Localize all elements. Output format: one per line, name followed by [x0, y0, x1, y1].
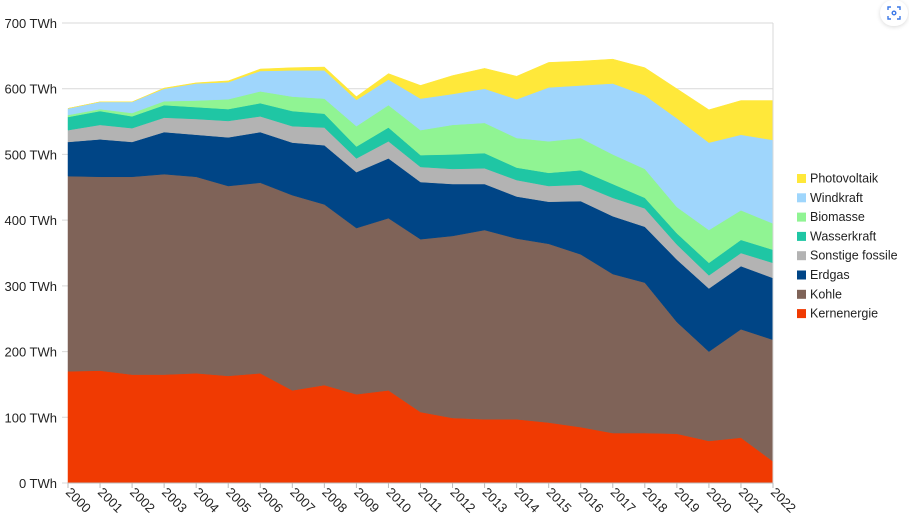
x-tick-label: 2014	[512, 485, 543, 516]
legend-label: Wasserkraft	[810, 229, 877, 243]
x-tick-label: 2004	[191, 485, 222, 516]
x-tick-label: 2009	[351, 485, 382, 516]
scan-image-button[interactable]	[880, 0, 908, 26]
x-tick-label: 2002	[127, 485, 158, 516]
legend-swatch	[797, 270, 806, 280]
x-tick-label: 2016	[576, 485, 607, 516]
legend-label: Kohle	[810, 287, 842, 301]
x-tick-label: 2017	[608, 485, 639, 516]
x-tick-label: 2021	[736, 485, 767, 516]
y-axis-ticks: 0 TWh 100 TWh 200 TWh 300 TWh 400 TWh 500 TWh…	[4, 16, 57, 491]
y-tick-label: 400 TWh	[4, 213, 57, 228]
legend-label: Biomasse	[810, 210, 865, 224]
legend-swatch	[797, 193, 806, 203]
legend-swatch	[797, 174, 806, 183]
y-tick-label: 600 TWh	[4, 82, 57, 97]
x-tick-label: 2011	[415, 485, 445, 515]
legend-label: Photovoltaik	[810, 172, 879, 186]
x-tick-label: 2008	[319, 485, 350, 516]
areas	[67, 58, 774, 484]
x-tick-label: 2018	[640, 485, 671, 516]
y-tick-label: 0 TWh	[19, 476, 57, 491]
x-tick-label: 2000	[63, 485, 94, 516]
x-tick-label: 2012	[447, 485, 478, 516]
legend-swatch	[797, 212, 806, 222]
legend-label: Sonstige fossile	[810, 249, 898, 263]
legend-label: Kernenergie	[810, 307, 878, 321]
legend-swatch	[797, 289, 806, 299]
legend-swatch	[797, 251, 806, 261]
x-tick-label: 2003	[159, 485, 190, 516]
x-tick-label: 2005	[223, 485, 254, 516]
x-axis-ticks: 2000 2001 2002 2003 2004 2005 2006 2007 2008 2009…	[63, 483, 799, 516]
x-tick-label: 2019	[672, 485, 703, 516]
x-tick-label: 2020	[704, 485, 735, 516]
x-tick-label: 2007	[287, 485, 318, 516]
y-tick-label: 100 TWh	[4, 410, 57, 425]
x-tick-label: 2006	[255, 485, 286, 516]
y-tick-label: 700 TWh	[4, 16, 57, 31]
y-tick-label: 300 TWh	[4, 279, 57, 294]
legend: Photovoltaik Windkraft Biomasse Wasserkraft…	[797, 172, 898, 321]
legend-label: Windkraft	[810, 191, 863, 205]
y-tick-label: 500 TWh	[4, 147, 57, 162]
x-tick-label: 2015	[544, 485, 575, 516]
legend-swatch	[797, 231, 806, 241]
x-tick-label: 2013	[479, 485, 510, 516]
legend-label: Erdgas	[810, 268, 850, 282]
legend-swatch	[797, 309, 806, 319]
x-tick-label: 2022	[768, 485, 799, 516]
y-tick-label: 200 TWh	[4, 345, 57, 360]
x-tick-label: 2010	[383, 485, 414, 516]
x-tick-label: 2001	[95, 485, 126, 516]
scan-icon	[887, 6, 901, 20]
